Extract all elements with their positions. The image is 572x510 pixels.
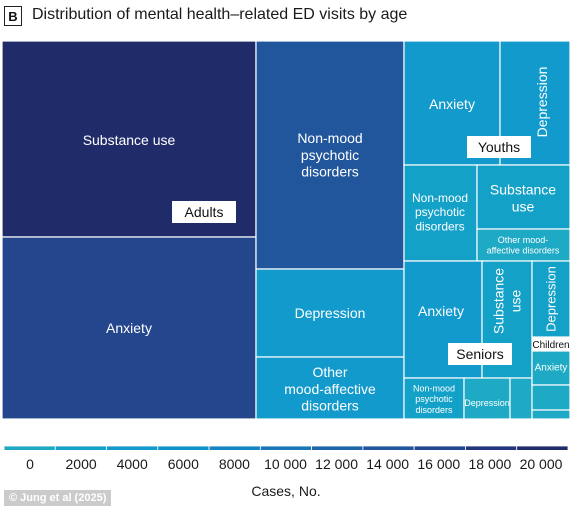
group-label-seniors-box xyxy=(448,343,512,365)
label-mid-non-mood-psychotic: Non-mood psychotic disorders xyxy=(412,191,468,234)
colorbar-tick-label: 18 000 xyxy=(468,456,512,472)
cell-mid-other-mood-affective xyxy=(476,228,571,262)
label-adults-other-mood-affective: Other mood-affective disorders xyxy=(284,364,376,414)
label-mid-other-mood-affective: Other mood-affective disorders xyxy=(487,235,560,256)
cell-seniors-small-1 xyxy=(509,377,533,420)
cell-children-small-1 xyxy=(531,384,571,411)
label-seniors-non-mood-psychotic: Non-mood psychotic disorders xyxy=(413,383,455,415)
label-youths-depression: Depression xyxy=(534,67,550,138)
group-label-adults: Adults xyxy=(185,204,224,220)
image-credit: © Jung et al (2025) xyxy=(4,490,112,506)
colorbar-tick-label: 2000 xyxy=(65,456,97,472)
x-axis-label: Cases, No. xyxy=(251,483,321,499)
colorbar-tick-label: 12 000 xyxy=(315,456,359,472)
colorbar-segment xyxy=(106,445,159,450)
label-youths-anxiety: Anxiety xyxy=(429,96,475,112)
label-mid-substance-use: Substance use xyxy=(490,182,556,215)
label-adults-depression: Depression xyxy=(295,305,366,321)
colorbar-tick-label: 10 000 xyxy=(264,456,307,472)
cell-children-anxiety xyxy=(531,350,571,386)
label-adults-non-mood-psychotic: Non-mood psychotic disorders xyxy=(297,130,362,180)
cell-adults-other-mood-affective xyxy=(255,356,405,420)
colorbar-tick-label: 20 000 xyxy=(519,456,563,472)
group-label-youths-box xyxy=(467,136,531,158)
colorbar-segment xyxy=(54,445,107,450)
cell-mid-substance-use xyxy=(476,164,571,230)
label-seniors-depression-2: Depression xyxy=(464,398,510,408)
cell-seniors-non-mood-psychotic xyxy=(403,377,465,420)
colorbar-tick-label: 16 000 xyxy=(417,456,461,472)
cell-adults-anxiety xyxy=(1,236,257,420)
colorbar-tick-label: 6000 xyxy=(167,456,199,472)
colorbar-segment xyxy=(208,445,261,450)
colorbar-tick-label: 8000 xyxy=(218,456,250,472)
cell-adults-depression xyxy=(255,268,405,358)
colorbar-tick-label: 4000 xyxy=(116,456,148,472)
group-label-seniors: Seniors xyxy=(456,346,503,362)
cell-seniors-depression-2 xyxy=(463,377,511,420)
label-adults-substance-use: Substance use xyxy=(83,132,176,148)
colorbar-segment xyxy=(311,445,364,450)
group-label-adults-box xyxy=(172,201,236,223)
colorbar-segment xyxy=(259,445,313,450)
label-seniors-substance-use: Substanceuse xyxy=(491,268,524,334)
cell-children-small-2 xyxy=(531,409,571,420)
colorbar-segment xyxy=(516,445,569,450)
group-label-children: Children xyxy=(532,340,569,351)
colorbar-segment xyxy=(413,445,466,450)
label-adults-anxiety: Anxiety xyxy=(106,320,152,336)
colorbar-segment xyxy=(157,445,210,450)
label-seniors-depression: Depression xyxy=(544,266,559,332)
group-label-children-box xyxy=(533,337,569,351)
colorbar-segment xyxy=(362,445,415,450)
cell-mid-non-mood-psychotic xyxy=(403,164,478,262)
colorbar-tick-label: 14 000 xyxy=(366,456,410,472)
chart-title: Distribution of mental health–related ED… xyxy=(32,6,408,23)
label-children-anxiety: Anxiety xyxy=(535,363,568,374)
group-label-youths: Youths xyxy=(478,139,520,155)
colorbar-segment xyxy=(3,445,56,450)
cell-adults-non-mood-psychotic xyxy=(255,40,405,270)
colorbar-segment xyxy=(465,445,518,450)
colorbar-tick-label: 0 xyxy=(26,456,34,472)
treemap-chart: Substance use Anxiety Non-mood psychotic dis… xyxy=(1,40,571,450)
label-seniors-anxiety: Anxiety xyxy=(418,303,464,319)
panel-letter: B xyxy=(4,6,22,26)
